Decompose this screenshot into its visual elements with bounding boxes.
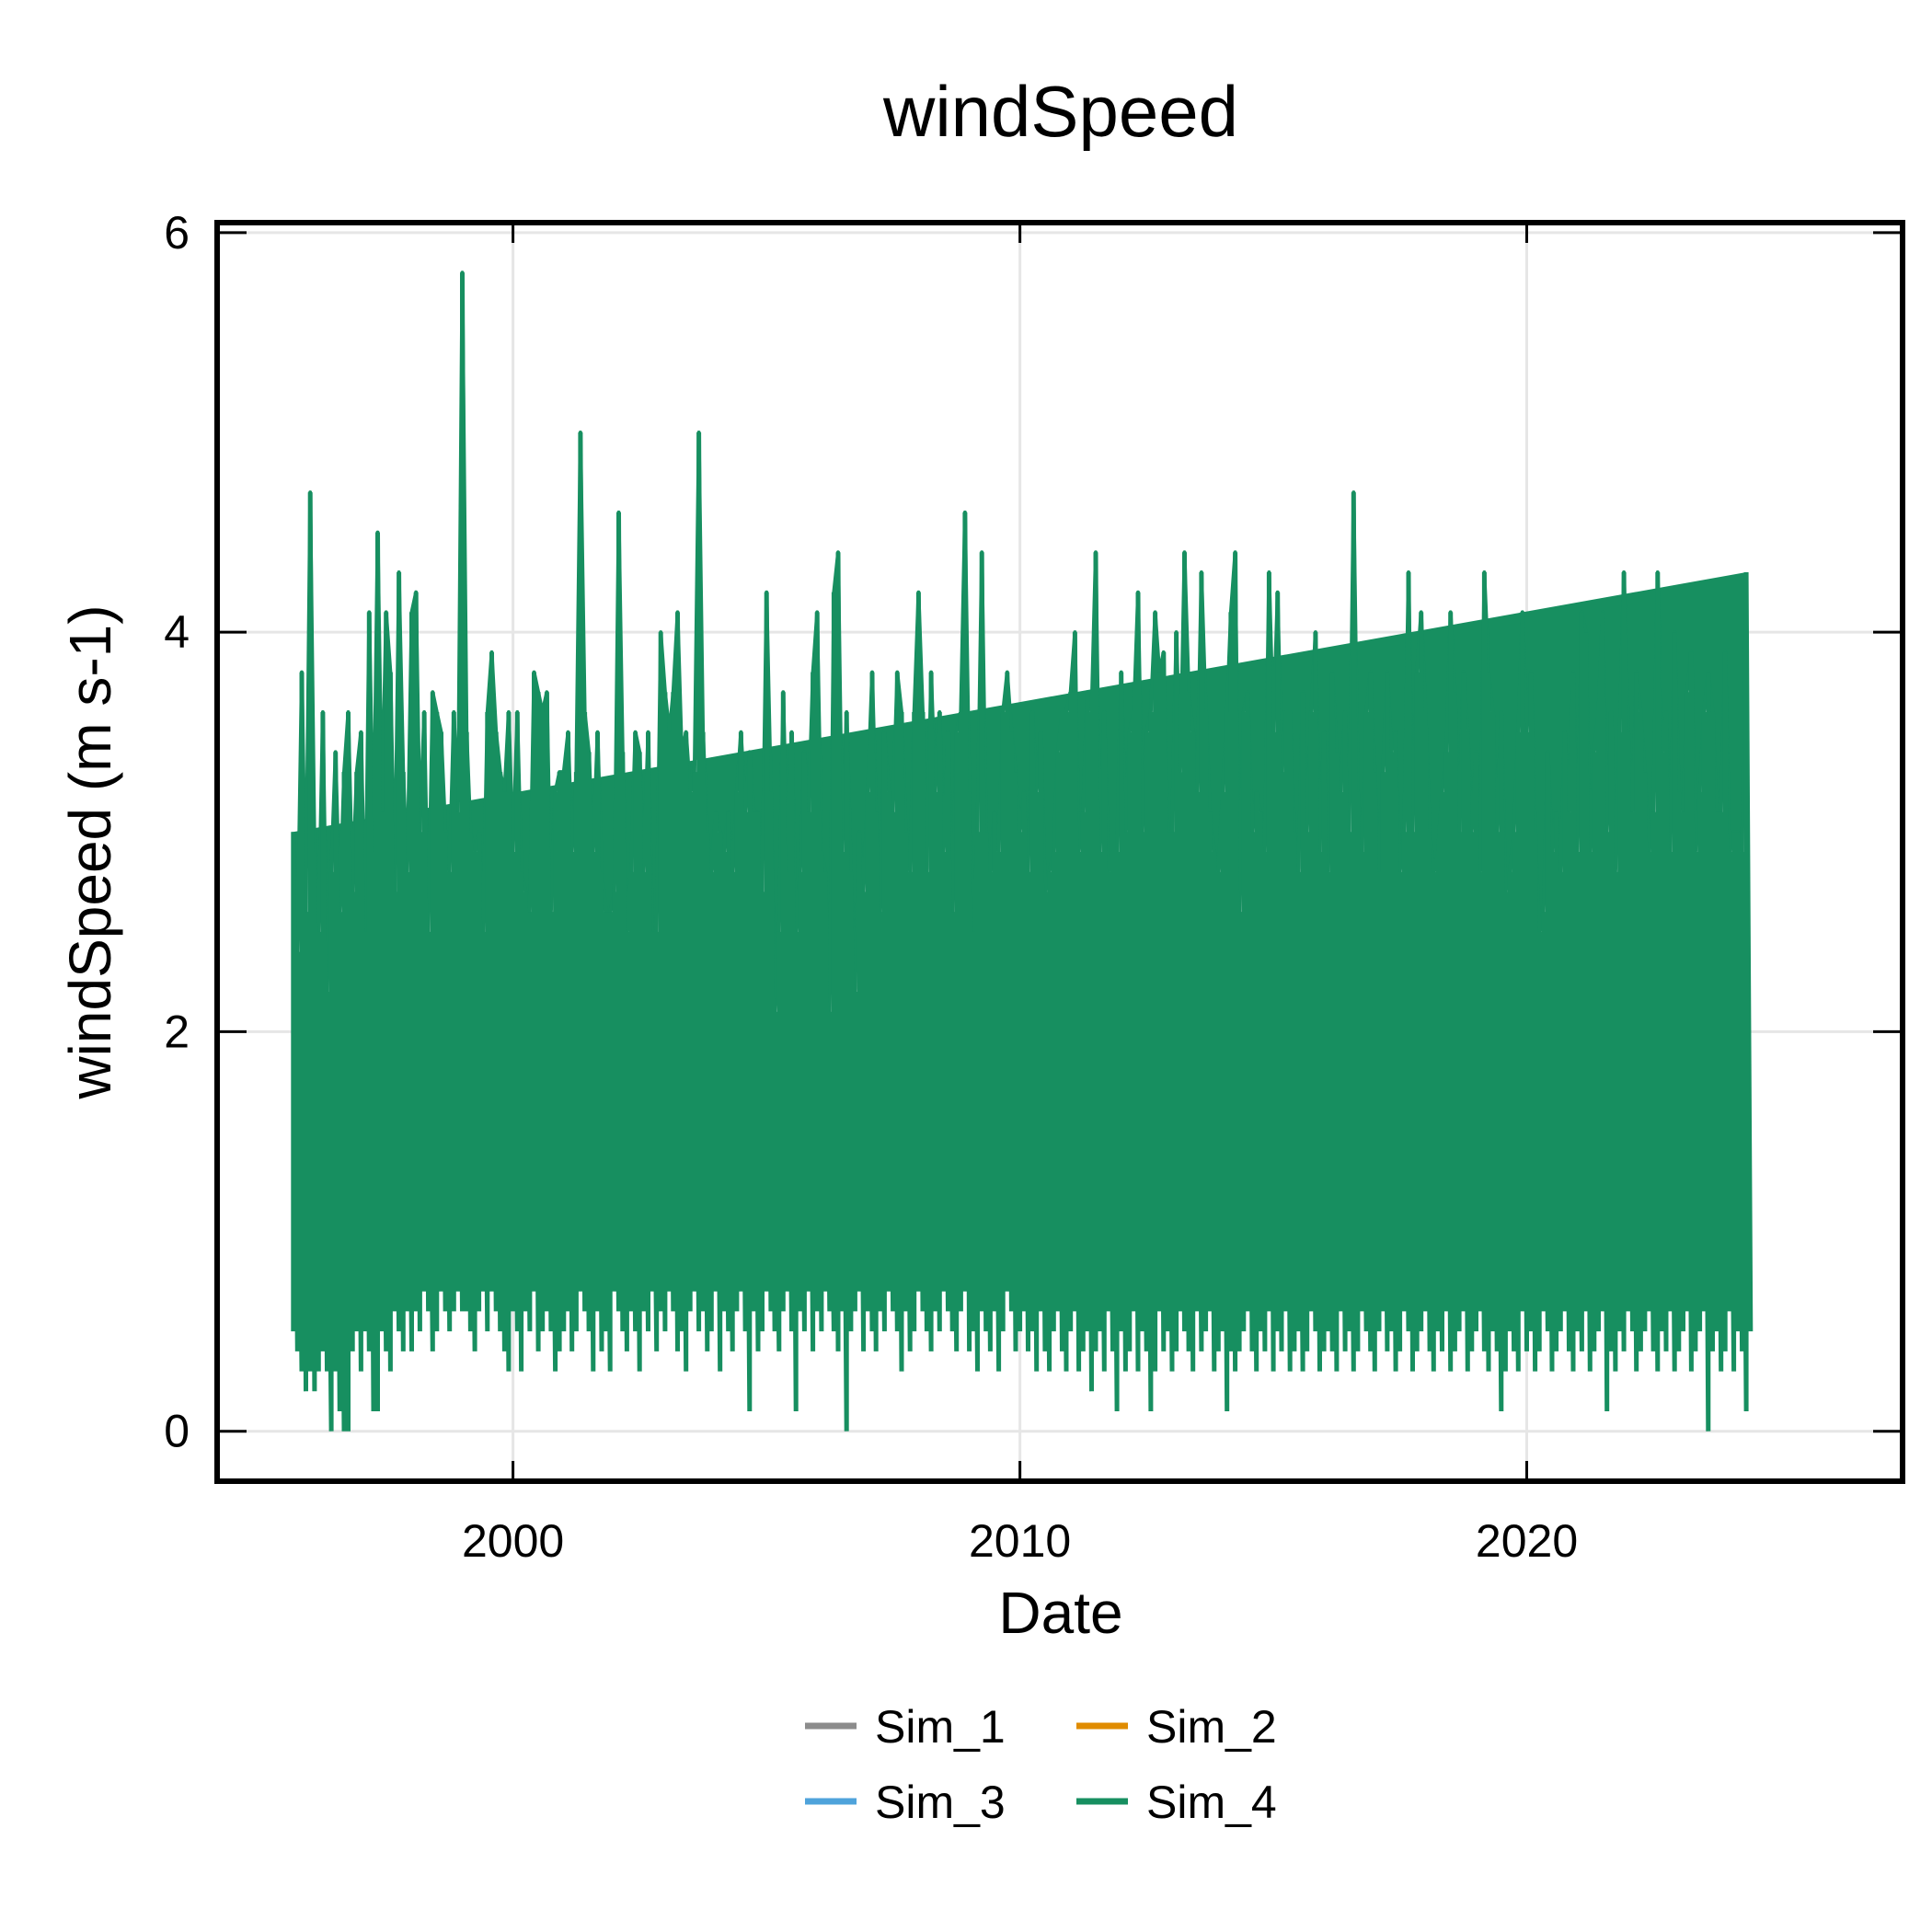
y-tick-label: 4: [164, 606, 190, 658]
y-tick-label: 2: [164, 1006, 190, 1057]
legend-label: Sim_4: [1146, 1777, 1277, 1828]
legend: Sim_1 Sim_2 Sim_3 Sim_4: [805, 1701, 1277, 1828]
y-tick-label: 0: [164, 1406, 190, 1457]
x-tick-label: 2010: [969, 1515, 1071, 1567]
legend-label: Sim_1: [875, 1701, 1006, 1753]
plot-frame: [214, 220, 1905, 1484]
chart-title: windSpeed: [882, 71, 1238, 152]
axis-ticks: 2000 2010 2020 0 2 4 6: [164, 207, 1903, 1567]
x-axis-label: Date: [998, 1580, 1122, 1646]
series-sim-4-line: [291, 272, 1754, 1432]
x-tick-label: 2000: [462, 1515, 564, 1567]
legend-label: Sim_3: [875, 1777, 1006, 1828]
y-axis-label: windSpeed (m s-1): [57, 604, 123, 1099]
x-tick-label: 2020: [1476, 1515, 1578, 1567]
legend-label: Sim_2: [1146, 1701, 1277, 1753]
y-tick-label: 6: [164, 207, 190, 259]
plot-area: [291, 270, 1754, 1432]
